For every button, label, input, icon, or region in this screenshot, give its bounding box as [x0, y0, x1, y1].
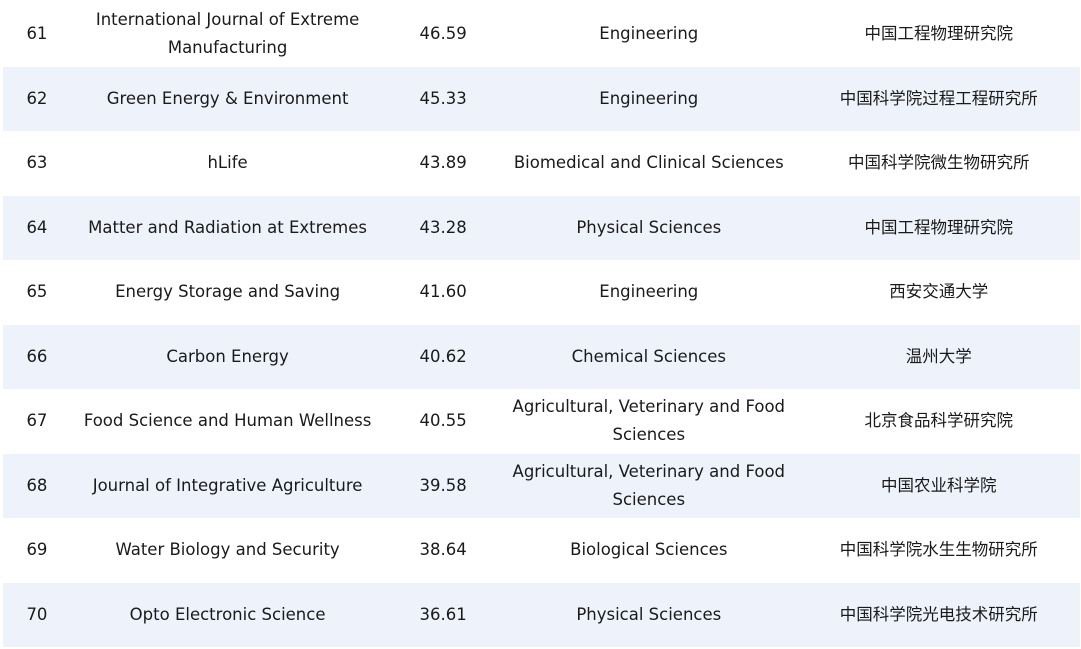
institution-cell: 中国科学院过程工程研究所 [839, 88, 1038, 108]
journal-name-cell: Journal of Integrative Agriculture [92, 475, 363, 495]
score-cell: 40.55 [419, 411, 467, 431]
table-row: 64 Matter and Radiation at Extremes 43.2… [3, 195, 1080, 260]
rank-cell: 62 [26, 88, 48, 108]
field-cell: Agricultural, Veterinary and Food Scienc… [512, 397, 786, 445]
journal-name-cell: Carbon Energy [166, 346, 289, 366]
journal-name-cell: Water Biology and Security [115, 540, 340, 560]
institution-cell: 中国科学院水生生物研究所 [839, 540, 1038, 560]
rank-cell: 65 [26, 282, 48, 302]
institution-cell: 中国工程物理研究院 [864, 217, 1014, 237]
field-cell: Physical Sciences [576, 604, 722, 624]
rank-cell: 64 [26, 217, 48, 237]
institution-cell: 中国科学院光电技术研究所 [839, 604, 1038, 624]
table-row: 67 Food Science and Human Wellness 40.55… [3, 389, 1080, 454]
score-cell: 36.61 [419, 604, 467, 624]
table-row: 70 Opto Electronic Science 36.61 Physica… [3, 582, 1080, 647]
table-row: 62 Green Energy & Environment 45.33 Engi… [3, 66, 1080, 131]
journal-name-cell: Opto Electronic Science [129, 604, 326, 624]
rank-cell: 61 [26, 24, 48, 44]
field-cell: Engineering [599, 88, 699, 108]
institution-cell: 中国科学院微生物研究所 [848, 153, 1030, 173]
journal-name-cell: hLife [207, 153, 248, 173]
score-cell: 40.62 [419, 346, 467, 366]
field-cell: Physical Sciences [576, 217, 722, 237]
rank-cell: 63 [26, 153, 48, 173]
journal-name-cell: Energy Storage and Saving [115, 282, 341, 302]
rank-cell: 67 [26, 411, 48, 431]
institution-cell: 中国工程物理研究院 [864, 24, 1014, 44]
score-cell: 39.58 [419, 475, 467, 495]
score-cell: 41.60 [419, 282, 467, 302]
field-cell: Agricultural, Veterinary and Food Scienc… [512, 461, 786, 509]
table-row: 66 Carbon Energy 40.62 Chemical Sciences… [3, 324, 1080, 389]
rank-cell: 68 [26, 475, 48, 495]
score-cell: 46.59 [419, 24, 467, 44]
journal-name-cell: Green Energy & Environment [106, 88, 349, 108]
table-row: 61 International Journal of Extreme Manu… [3, 2, 1080, 67]
journal-name-cell: International Journal of Extreme Manufac… [95, 10, 360, 58]
score-cell: 43.89 [419, 153, 467, 173]
field-cell: Biomedical and Clinical Sciences [513, 153, 784, 173]
field-cell: Biological Sciences [570, 540, 728, 560]
rank-cell: 69 [26, 540, 48, 560]
score-cell: 43.28 [419, 217, 467, 237]
score-cell: 45.33 [419, 88, 467, 108]
institution-cell: 西安交通大学 [889, 282, 989, 302]
journal-ranking-table: 61 International Journal of Extreme Manu… [3, 2, 1080, 647]
journal-name-cell: Matter and Radiation at Extremes [88, 217, 368, 237]
rank-cell: 70 [26, 604, 48, 624]
score-cell: 38.64 [419, 540, 467, 560]
field-cell: Engineering [599, 24, 699, 44]
field-cell: Chemical Sciences [571, 346, 726, 366]
rank-cell: 66 [26, 346, 48, 366]
field-cell: Engineering [599, 282, 699, 302]
table-row: 63 hLife 43.89 Biomedical and Clinical S… [3, 131, 1080, 196]
institution-cell: 中国农业科学院 [881, 475, 997, 495]
table-row: 65 Energy Storage and Saving 41.60 Engin… [3, 260, 1080, 325]
institution-cell: 温州大学 [905, 346, 972, 366]
journal-name-cell: Food Science and Human Wellness [83, 411, 372, 431]
institution-cell: 北京食品科学研究院 [864, 411, 1014, 431]
table-row: 68 Journal of Integrative Agriculture 39… [3, 453, 1080, 518]
table-row: 69 Water Biology and Security 38.64 Biol… [3, 518, 1080, 583]
